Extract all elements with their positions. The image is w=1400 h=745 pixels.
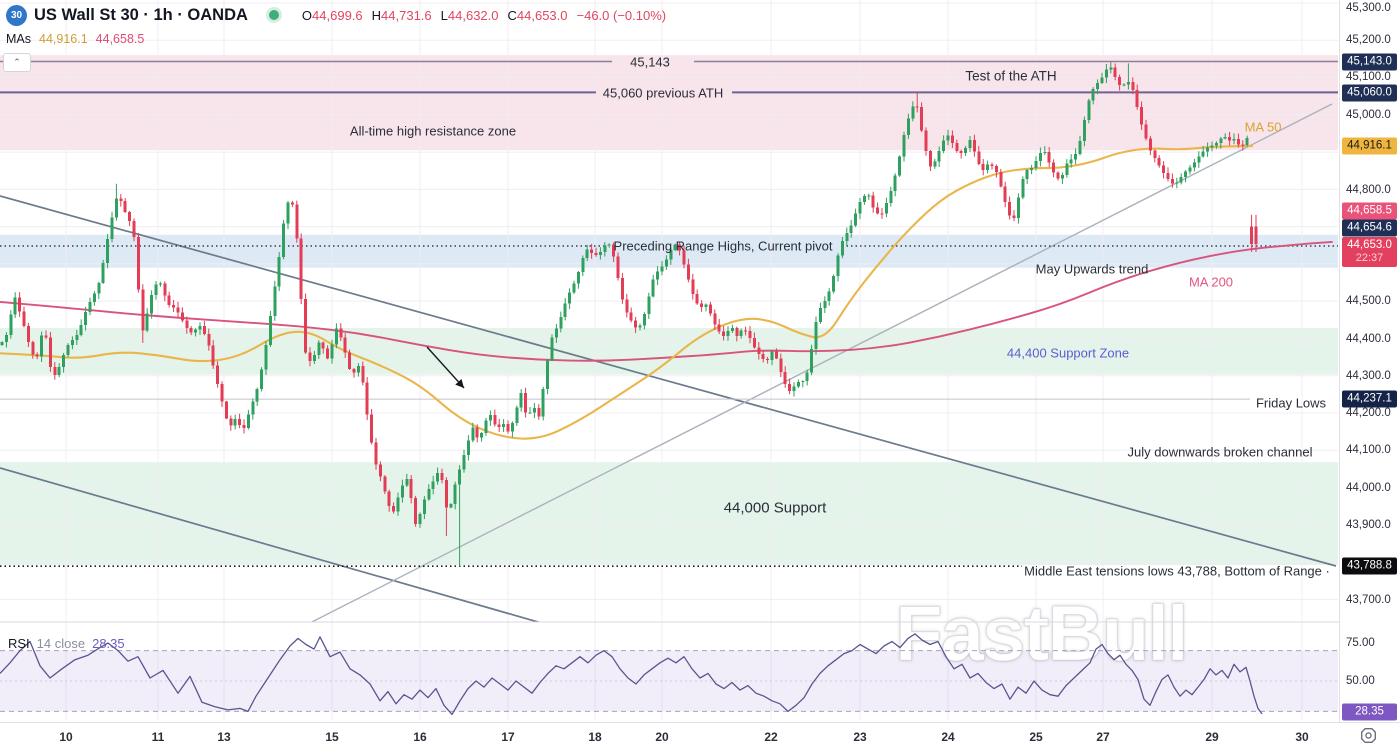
ohlc-item: H44,731.6: [371, 7, 432, 23]
price-tick-label: 45,300.0: [1346, 2, 1391, 14]
time-tick-label: 11: [151, 730, 165, 744]
price-tick-label: 44,500.0: [1346, 295, 1391, 307]
price-badge: 44,653.0 22:37: [1342, 237, 1397, 267]
time-tick-label: 16: [413, 730, 427, 744]
time-tick-label: 13: [217, 730, 231, 744]
arrow-annotation[interactable]: [426, 346, 465, 389]
price-axis[interactable]: 45,300.0 45,200.0 45,100.0 45,000.0 44,800.0…: [1339, 0, 1400, 722]
price-badge: 44,916.1: [1342, 137, 1397, 155]
price-tick-label: 43,700.0: [1346, 594, 1391, 606]
rsi-line[interactable]: [0, 633, 1263, 716]
time-tick-label: 22: [764, 730, 778, 744]
rsi-legend: RSI 14 close 28.35: [8, 636, 125, 651]
rsi-value: 28.35: [92, 636, 125, 651]
time-tick-label: 10: [59, 730, 73, 744]
symbol-title[interactable]: US Wall St 30 · 1h · OANDA: [34, 5, 248, 24]
price-tick-label: 45,000.0: [1346, 109, 1391, 121]
symbol-logo: 30: [6, 4, 27, 26]
price-tick-label: 43,900.0: [1346, 519, 1391, 531]
ma50-line[interactable]: [0, 145, 1254, 440]
rsi-params: 14 close: [36, 636, 86, 651]
time-tick-label: 18: [588, 730, 602, 744]
ohlc-values: O44,699.6 H44,731.6 L44,632.0 C44,653.0 −46.…: [302, 8, 666, 23]
ma200-value: 44,658.5: [95, 32, 145, 46]
rsi-title: RSI: [8, 636, 30, 651]
price-tick-label: 44,300.0: [1346, 370, 1391, 382]
price-badge: 43,788.8: [1342, 557, 1397, 575]
price-tick-label: 44,100.0: [1346, 444, 1391, 456]
price-tick-label: 75.00: [1346, 637, 1375, 649]
watermark: FastBull: [895, 589, 1190, 678]
price-tick-label: 44,800.0: [1346, 184, 1391, 196]
price-badge: 28.35: [1342, 703, 1397, 721]
time-tick-label: 27: [1096, 730, 1110, 744]
price-badge: 45,143.0: [1342, 53, 1397, 71]
zone-pivot-band[interactable]: [0, 234, 1338, 268]
ohlc-item: C44,653.0: [507, 7, 568, 23]
price-tick-label: 44,000.0: [1346, 482, 1391, 494]
time-tick-label: 23: [853, 730, 867, 744]
market-status-icon[interactable]: [268, 10, 279, 20]
mas-label: MAs: [6, 32, 31, 46]
zone-support-44000[interactable]: [0, 462, 1338, 566]
trendline-july-channel-lower[interactable]: [0, 467, 559, 628]
time-tick-label: 20: [655, 730, 669, 744]
ma200-line[interactable]: [0, 240, 1333, 362]
time-tick-label: 17: [501, 730, 515, 744]
time-axis[interactable]: 10 11 13 15 16 17 18 20 22 23 24 25 27 29 30: [0, 722, 1400, 745]
time-tick-label: 15: [325, 730, 339, 744]
price-tick-label: 45,100.0: [1346, 71, 1391, 83]
price-tick-label: 50.00: [1346, 675, 1375, 687]
ohlc-item: L44,632.0: [440, 7, 499, 23]
chevron-up-icon: ⌃: [13, 57, 21, 67]
ohlc-item: O44,699.6: [301, 7, 363, 23]
settings-gear-icon[interactable]: [1360, 727, 1377, 744]
time-tick-label: 25: [1029, 730, 1043, 744]
price-tick-label: 44,200.0: [1346, 407, 1391, 419]
zone-support-44400[interactable]: [0, 327, 1338, 375]
time-tick-label: 29: [1205, 730, 1219, 744]
price-badge: 45,060.0: [1342, 84, 1397, 102]
price-tick-label: 44,400.0: [1346, 333, 1391, 345]
price-badge: 44,237.1: [1342, 390, 1397, 408]
time-tick-label: 24: [941, 730, 955, 744]
price-badge: 44,658.5: [1342, 202, 1397, 220]
ma50-value: 44,916.1: [39, 32, 88, 46]
price-badge: 44,654.6: [1342, 219, 1397, 237]
collapse-panel-button[interactable]: ⌃: [3, 53, 31, 72]
candlestick-series: [0, 61, 1258, 567]
trendline-may-uptrend[interactable]: [300, 103, 1333, 628]
chart-legend: 30 US Wall St 30 · 1h · OANDA O44,699.6 H…: [6, 4, 666, 46]
trendline-july-channel-upper[interactable]: [0, 195, 1337, 567]
price-tick-label: 45,200.0: [1346, 34, 1391, 46]
ohlc-item: −46.0 (−0.10%): [576, 7, 667, 23]
time-tick-label: 30: [1295, 730, 1309, 744]
